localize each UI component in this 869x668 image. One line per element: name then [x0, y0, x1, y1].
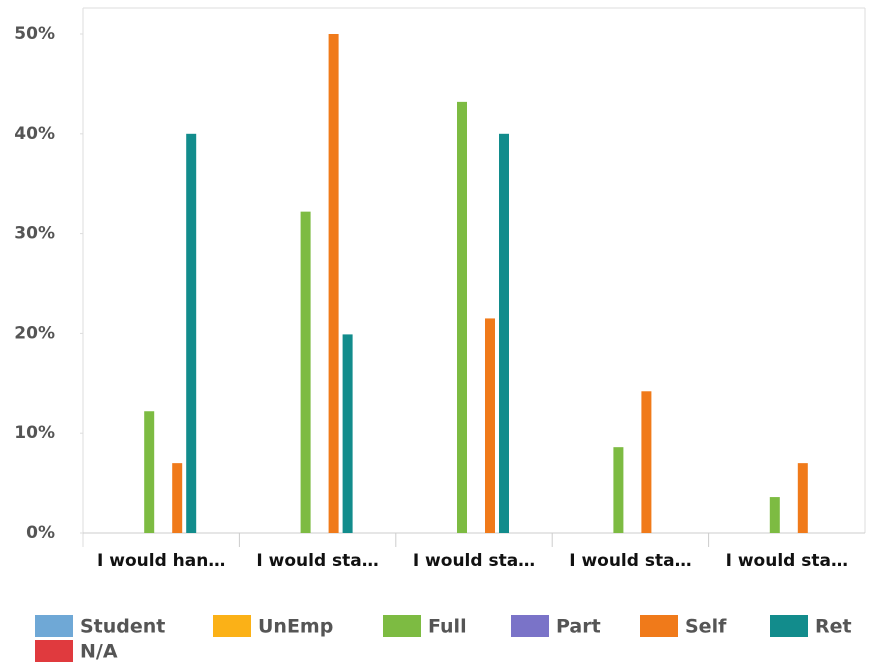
bar [485, 318, 495, 533]
bar [328, 34, 339, 533]
bar [144, 411, 155, 533]
bar [613, 447, 624, 533]
x-tick-label: I would sta… [726, 551, 848, 571]
bar [641, 391, 652, 533]
x-tick-label: I would han… [97, 551, 225, 571]
legend-label: Ret [815, 616, 852, 638]
legend-swatch [213, 615, 251, 637]
legend-label: Full [428, 616, 467, 638]
y-tick-label: 40% [14, 124, 55, 144]
bar [457, 101, 467, 533]
legend-label: N/A [80, 641, 118, 663]
legend-label: UnEmp [258, 616, 333, 638]
bar [172, 463, 183, 533]
y-tick-label: 10% [14, 423, 55, 443]
y-tick-label: 30% [14, 224, 55, 244]
bar [499, 133, 509, 534]
bar [342, 334, 353, 533]
legend-swatch [383, 615, 421, 637]
y-tick-label: 50% [14, 24, 55, 44]
bar [186, 133, 197, 534]
legend-swatch [35, 640, 73, 662]
bar [797, 463, 808, 533]
legend-label: Self [685, 616, 727, 638]
bar [769, 497, 780, 533]
x-tick-label: I would sta… [413, 551, 535, 571]
x-tick-label: I would sta… [569, 551, 691, 571]
legend-swatch [770, 615, 808, 637]
x-tick-label: I would sta… [256, 551, 378, 571]
legend-swatch [640, 615, 678, 637]
legend-swatch [35, 615, 73, 637]
legend-swatch [511, 615, 549, 637]
legend-label: Part [556, 616, 601, 638]
y-tick-label: 0% [26, 523, 55, 543]
legend-label: Student [80, 616, 165, 638]
y-tick-label: 20% [14, 323, 55, 343]
bar [300, 211, 311, 534]
